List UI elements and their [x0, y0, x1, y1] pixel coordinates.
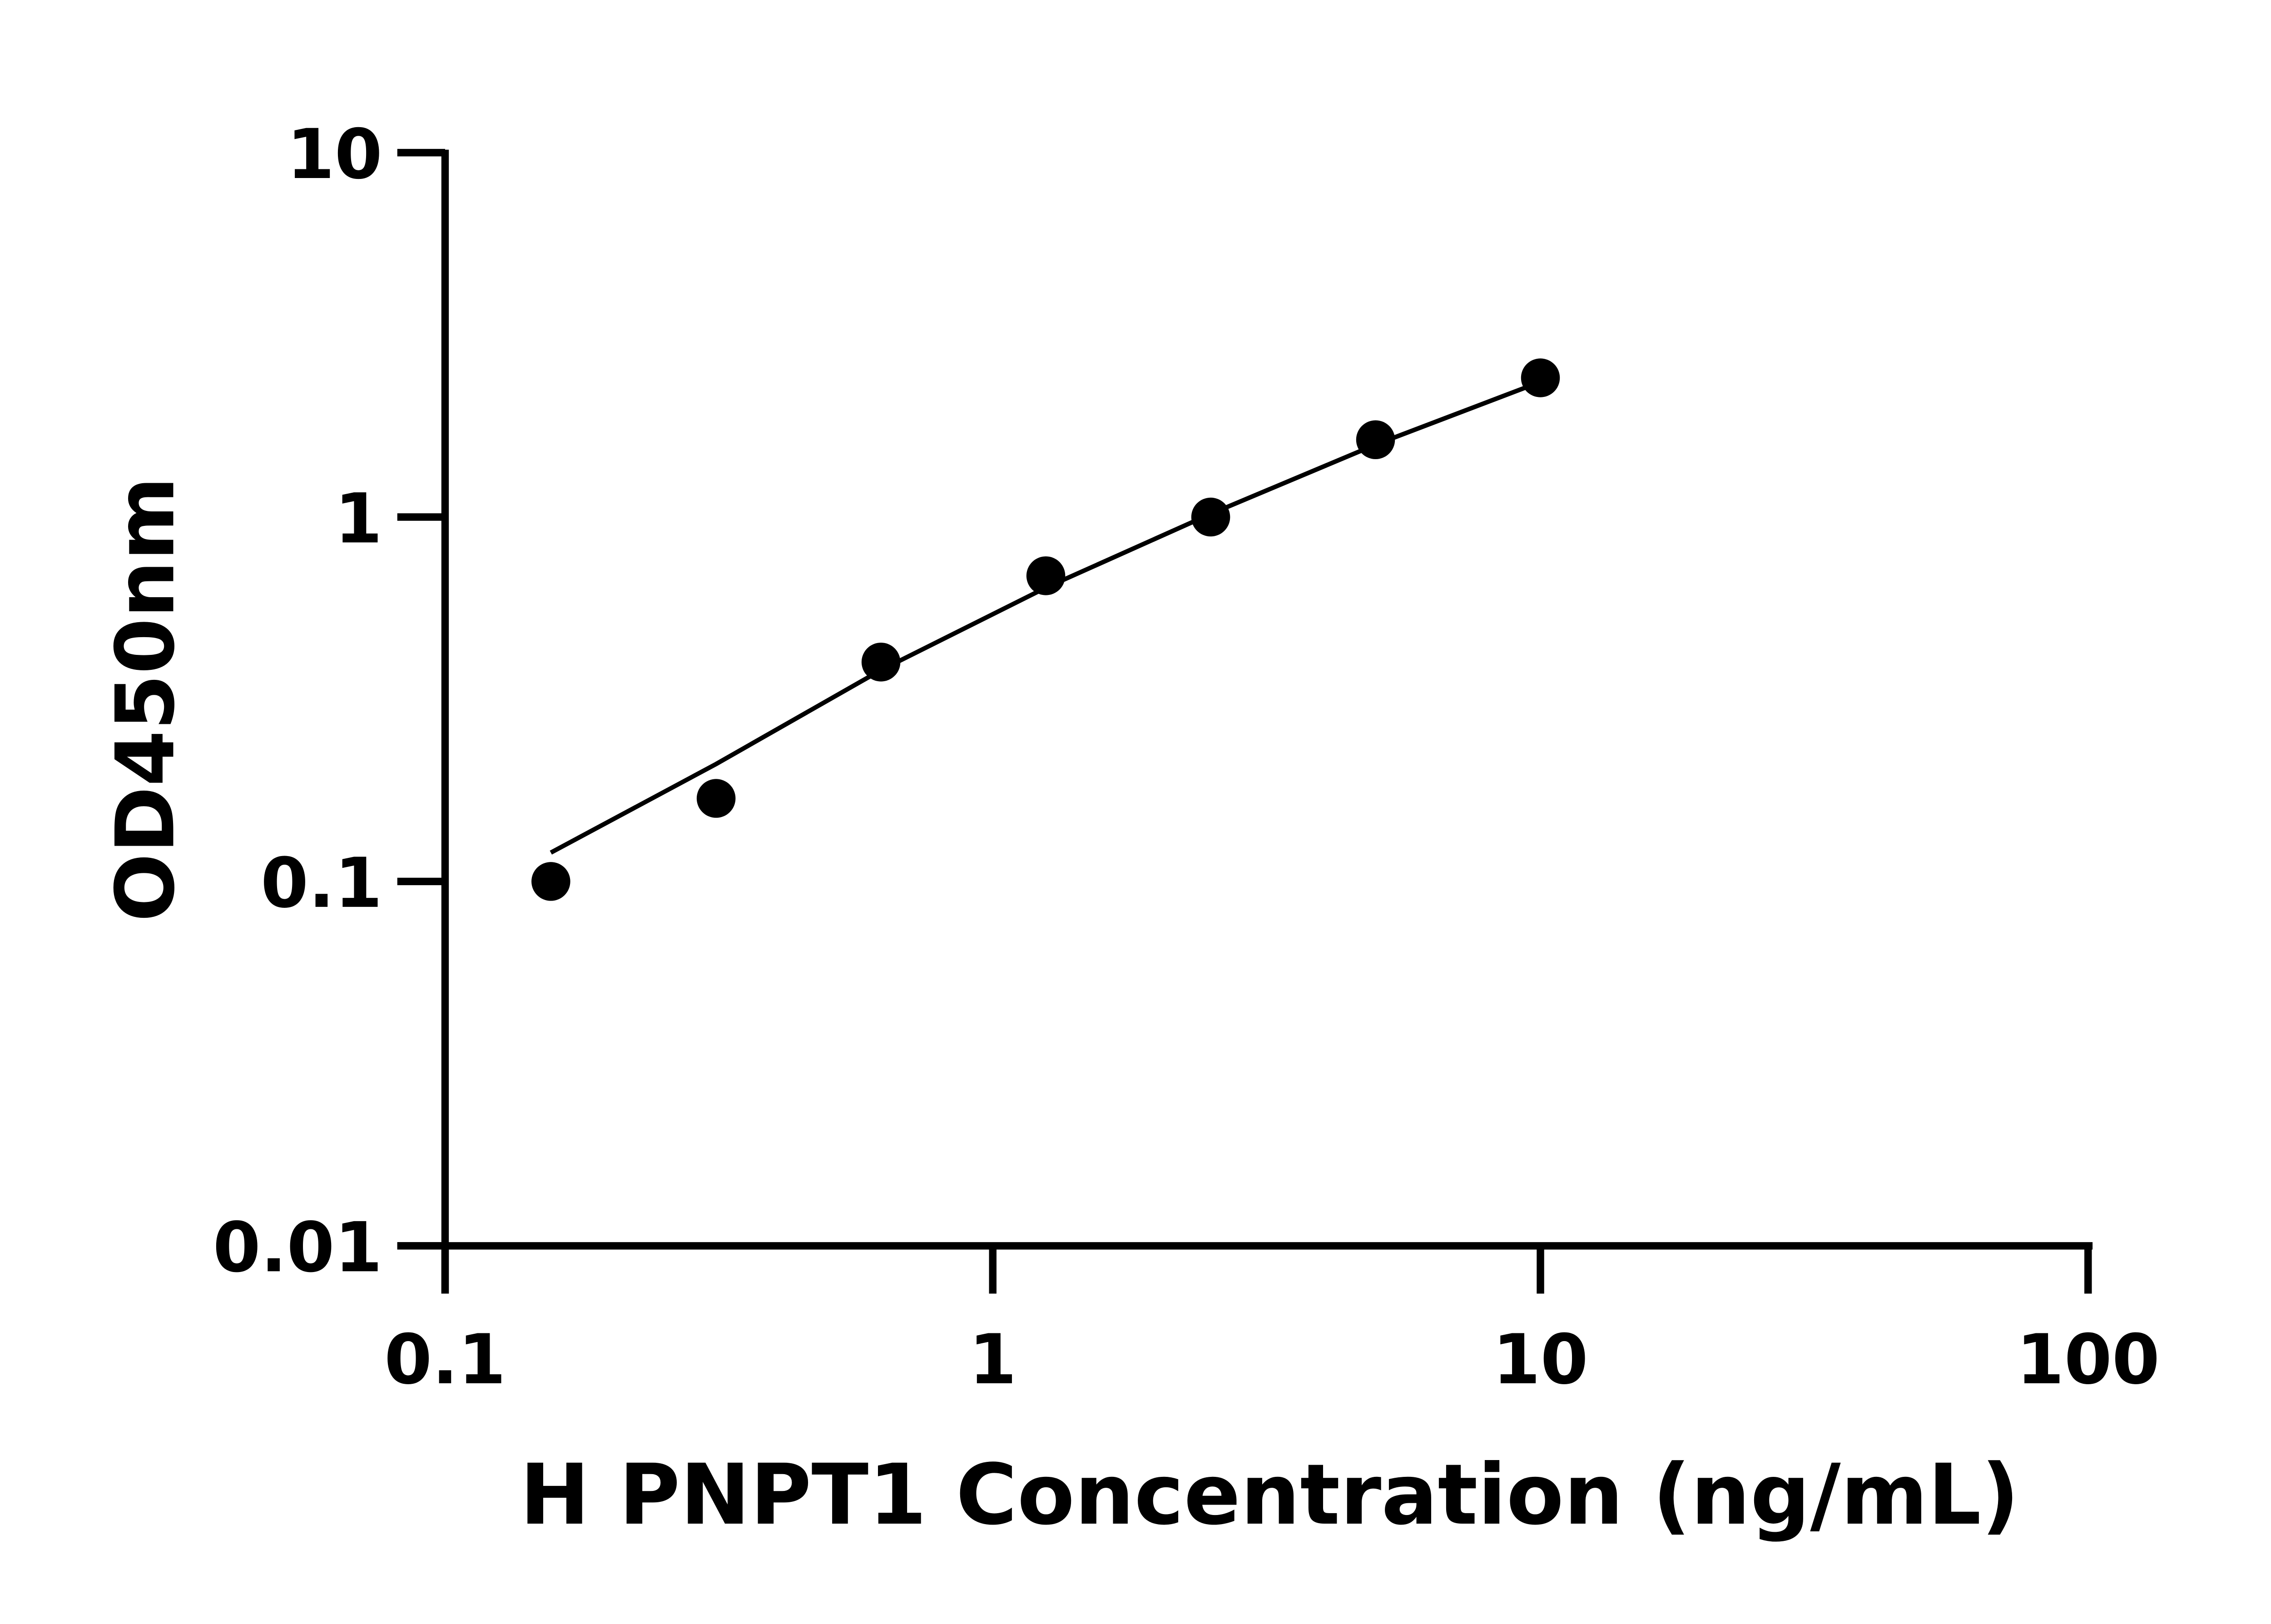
data-point	[1356, 420, 1395, 460]
data-point	[1191, 497, 1230, 537]
x-tick-label: 0.1	[384, 1320, 506, 1400]
data-point	[696, 779, 736, 818]
y-tick-label: 10	[287, 114, 382, 194]
data-point	[1026, 556, 1066, 595]
x-tick-label: 100	[2016, 1320, 2160, 1400]
y-tick-label: 0.01	[213, 1208, 382, 1287]
data-point	[861, 643, 901, 682]
x-tick-label: 1	[969, 1320, 1016, 1400]
axes	[397, 149, 2093, 1294]
y-tick-label: 1	[335, 479, 382, 559]
y-tick-label: 0.1	[261, 843, 382, 923]
fit-curve	[550, 380, 1542, 855]
data-point	[531, 862, 570, 901]
x-tick-label: 10	[1493, 1320, 1588, 1400]
data-point	[1521, 358, 1560, 397]
x-axis-label: H PNPT1 Concentration (ng/mL)	[520, 1446, 2019, 1544]
y-axis-label: OD450nm	[98, 477, 192, 922]
